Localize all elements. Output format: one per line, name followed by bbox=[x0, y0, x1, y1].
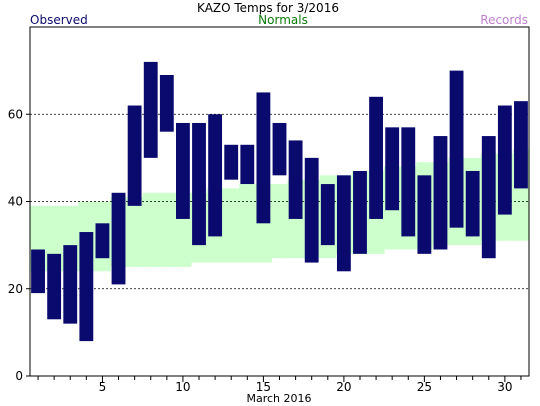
y-tick-label-60: 60 bbox=[8, 107, 23, 121]
observed-bar-day-9 bbox=[159, 74, 174, 132]
observed-bar-day-2 bbox=[47, 253, 62, 320]
observed-bar-day-12 bbox=[208, 114, 223, 237]
observed-bar-day-1 bbox=[31, 249, 45, 294]
x-axis-label: March 2016 bbox=[246, 392, 311, 405]
y-tick-label-0: 0 bbox=[15, 369, 23, 383]
x-tick-label-30: 30 bbox=[497, 380, 512, 394]
observed-bar-day-7 bbox=[127, 105, 142, 206]
normal-range-day-9 bbox=[158, 192, 176, 267]
x-tick-label-10: 10 bbox=[175, 380, 190, 394]
normal-range-day-8 bbox=[142, 192, 160, 267]
observed-bar-day-31 bbox=[514, 101, 528, 189]
observed-bar-day-3 bbox=[63, 245, 78, 324]
observed-bar-day-21 bbox=[353, 170, 367, 254]
observed-bar-day-25 bbox=[417, 175, 432, 254]
observed-bar-day-8 bbox=[143, 61, 158, 158]
observed-bar-day-26 bbox=[433, 136, 448, 250]
observed-bar-day-17 bbox=[288, 140, 303, 219]
observed-bar-day-14 bbox=[240, 144, 255, 185]
observed-bar-day-23 bbox=[385, 127, 400, 211]
observed-bar-day-16 bbox=[272, 122, 287, 176]
gridlines bbox=[30, 113, 529, 290]
observed-bar-day-13 bbox=[224, 144, 239, 180]
normal-range-day-16 bbox=[271, 184, 289, 259]
observed-bar-day-24 bbox=[401, 127, 416, 237]
observed-bar-day-5 bbox=[95, 223, 110, 259]
observed-bar-day-15 bbox=[256, 92, 271, 224]
chart-title: KAZO Temps for 3/2016 bbox=[197, 1, 339, 15]
x-tick-label-15: 15 bbox=[256, 380, 271, 394]
observed-bar-day-20 bbox=[336, 175, 351, 272]
legend-normals: Normals bbox=[258, 13, 308, 27]
y-tick-label-20: 20 bbox=[8, 282, 23, 296]
legend-observed: Observed bbox=[30, 13, 88, 27]
observed-bars-group bbox=[31, 61, 528, 342]
observed-bar-day-27 bbox=[449, 70, 464, 228]
observed-bar-day-28 bbox=[465, 170, 480, 237]
observed-bar-day-22 bbox=[369, 96, 384, 219]
observed-bar-day-11 bbox=[192, 122, 206, 246]
observed-bar-day-29 bbox=[481, 136, 496, 259]
x-tick-label-20: 20 bbox=[336, 380, 351, 394]
observed-bar-day-18 bbox=[304, 157, 319, 263]
y-tick-label-40: 40 bbox=[8, 195, 23, 209]
observed-bar-day-10 bbox=[175, 122, 190, 219]
normal-range-day-7 bbox=[126, 197, 144, 267]
observed-bar-day-30 bbox=[497, 105, 512, 215]
observed-bar-day-19 bbox=[320, 184, 335, 246]
legend-records: Records bbox=[480, 13, 528, 27]
axes: 5 10 15 20 25 30 0 20 40 60 bbox=[8, 107, 522, 394]
normal-range-day-13 bbox=[223, 188, 240, 263]
x-tick-label-5: 5 bbox=[99, 380, 107, 394]
x-tick-label-25: 25 bbox=[417, 380, 432, 394]
normal-range-day-14 bbox=[239, 184, 256, 263]
observed-bar-day-6 bbox=[111, 192, 126, 285]
observed-bar-day-4 bbox=[79, 232, 94, 342]
